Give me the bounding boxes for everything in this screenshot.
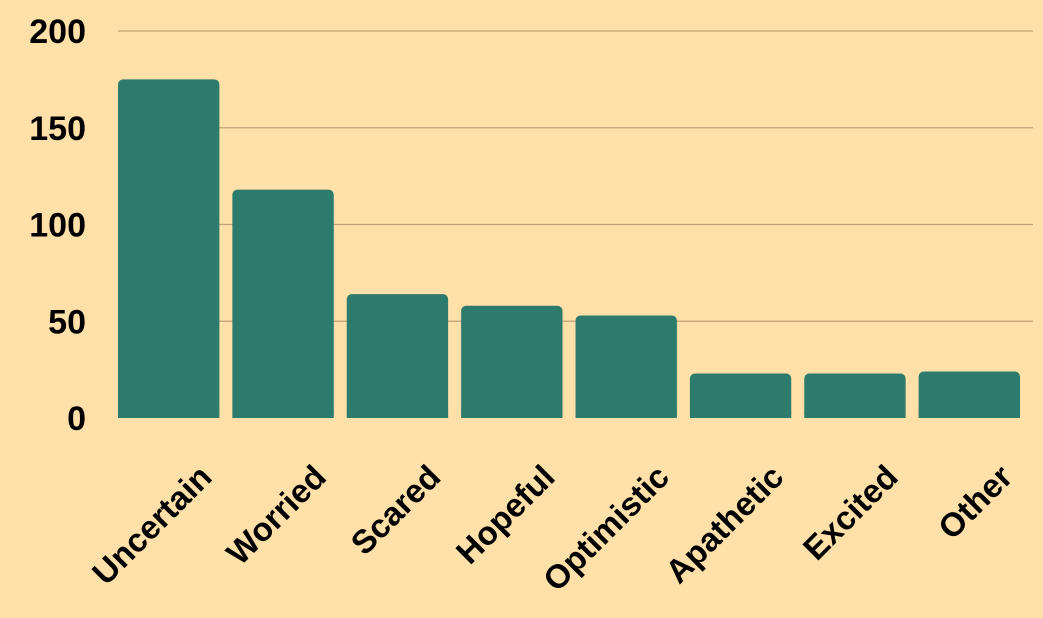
bar-apathetic [689,373,792,418]
x-tick-label-uncertain: Uncertain [85,458,219,592]
x-tick-label-other: Other [931,458,1020,547]
bar-base-optimistic [575,412,677,418]
x-tick-label-excited: Excited [796,458,905,567]
y-tick-label-100: 100 [29,207,86,245]
x-tick-label-worried: Worried [219,458,333,572]
y-tick-label-50: 50 [48,303,86,341]
y-tick-label-0: 0 [67,400,86,438]
bar-uncertain [118,79,220,418]
x-tick-label-scared: Scared [343,458,447,562]
x-tick-label-apathetic: Apathetic [658,458,790,590]
bar-optimistic [575,315,677,418]
y-tick-label-150: 150 [29,110,86,148]
bar-excited [804,373,906,418]
bar-hopeful [461,305,563,418]
bar-base-uncertain [118,412,220,418]
bar-base-hopeful [461,412,563,418]
x-axis-ticks: Uncertain Worried Scared HopefulOptimisticA… [85,458,1020,598]
bar-base-worried [232,412,334,418]
bar-base-excited [804,412,906,418]
bars [118,79,1020,418]
bar-scared [346,294,449,418]
x-tick-label-hopeful: Hopeful [449,458,562,571]
y-axis-ticks: 0 50 100 150 200 [29,13,86,438]
bar-base-scared [346,412,449,418]
bar-other [918,371,1020,418]
x-tick-label-optimistic: Optimistic [536,458,676,598]
bar-base-other [918,412,1020,418]
y-tick-label-200: 200 [29,13,86,51]
bar-base-apathetic [689,412,792,418]
bar-worried [232,189,334,418]
